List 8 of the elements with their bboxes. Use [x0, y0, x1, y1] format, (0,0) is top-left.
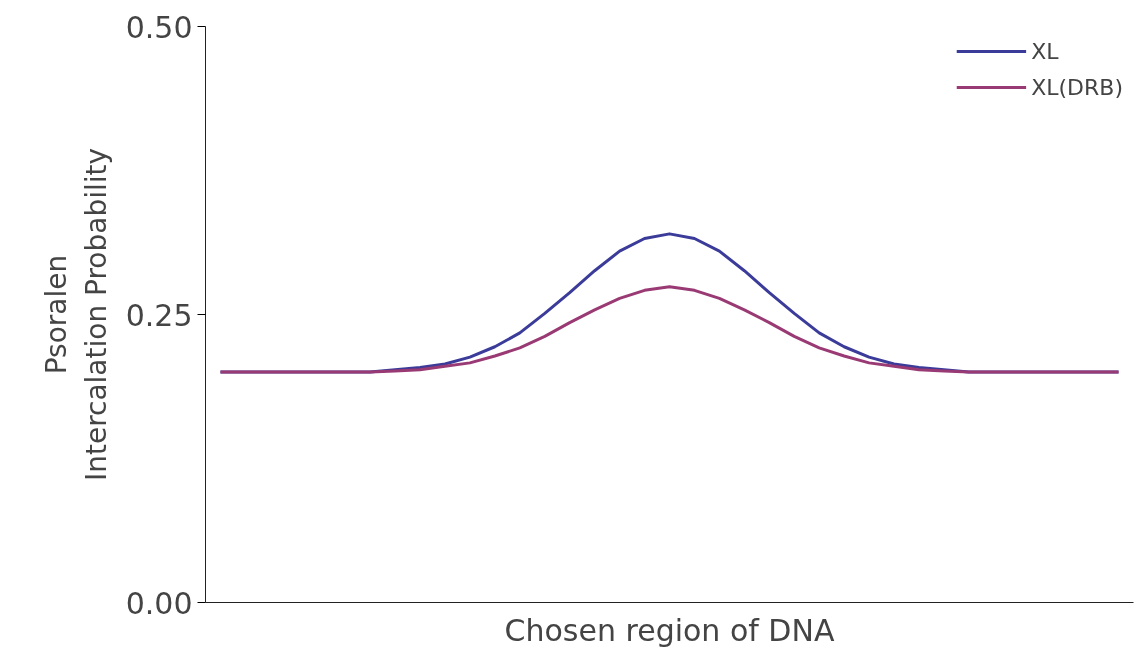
line-series — [218, 285, 1121, 374]
x-axis-title: Chosen region of DNA — [504, 612, 835, 648]
y-axis-title: Psoralen Intercalation Probability — [40, 147, 113, 482]
legend-label: XL(DRB) — [1031, 73, 1123, 102]
y-tick-label: 0.50 — [125, 9, 193, 45]
legend-label: XL — [1031, 37, 1059, 66]
y-tick-label: 0.25 — [125, 297, 193, 333]
y-tick-label: 0.00 — [125, 585, 193, 621]
